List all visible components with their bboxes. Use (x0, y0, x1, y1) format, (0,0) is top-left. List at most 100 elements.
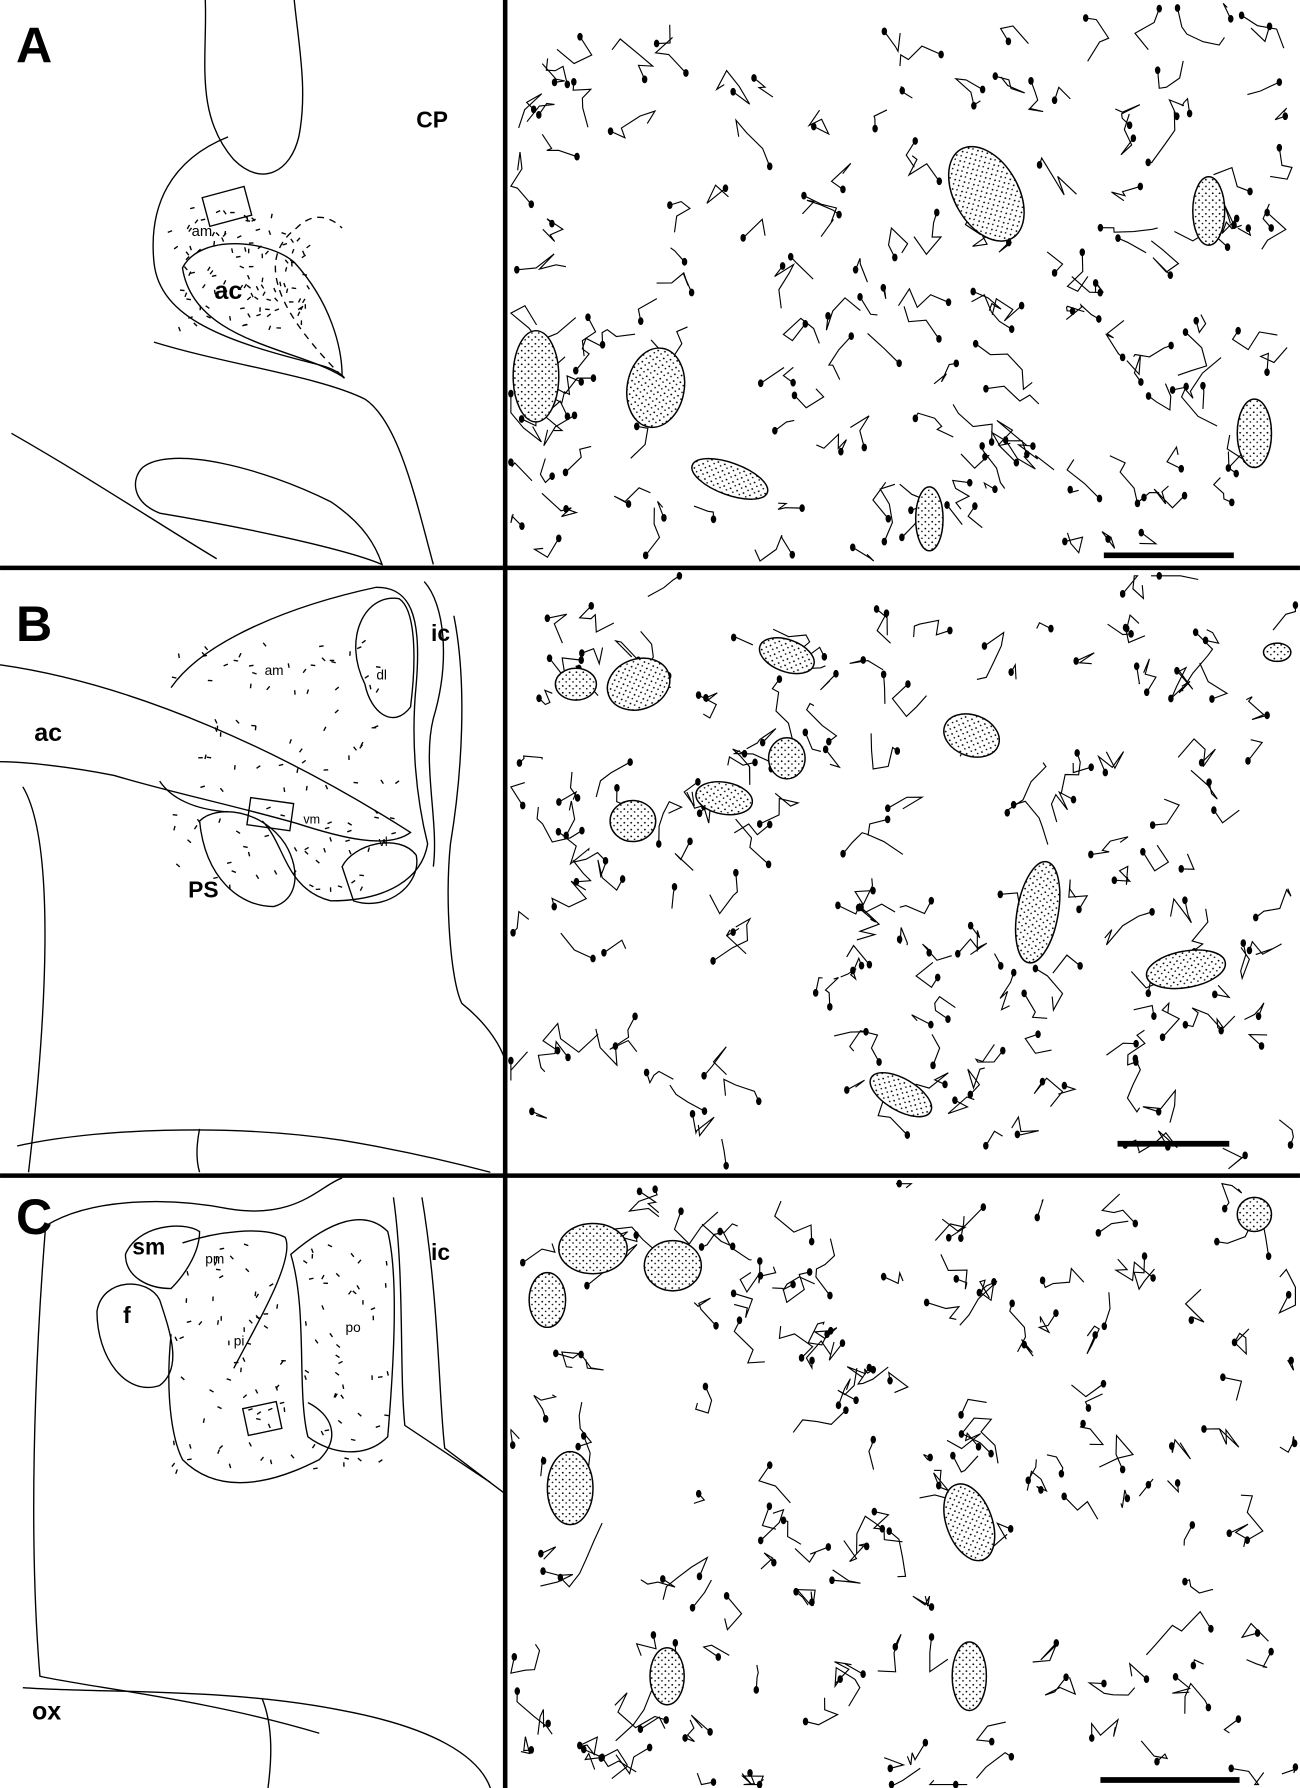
varicosity (710, 515, 717, 524)
varicosity (671, 882, 678, 891)
cell-dot (215, 1268, 221, 1271)
fiber (537, 1709, 549, 1735)
cell-dot (283, 282, 287, 288)
fiber (825, 749, 841, 769)
varicosity (1051, 96, 1058, 105)
region-label: am (192, 224, 213, 240)
varicosity (556, 534, 562, 543)
fiber (1011, 1115, 1039, 1136)
varicosity (799, 504, 805, 512)
varicosity (848, 332, 855, 341)
cell-dot (223, 287, 228, 293)
varicosity (926, 948, 932, 957)
fiber (706, 184, 729, 204)
cell-dot (174, 1336, 178, 1342)
fiber (915, 1072, 949, 1089)
fiber (846, 944, 870, 965)
cell-dot (243, 1243, 249, 1247)
varicosity (809, 1598, 815, 1607)
fiber (946, 1431, 982, 1450)
fiber (883, 674, 886, 704)
fiber (1184, 1682, 1209, 1714)
varicosity (1133, 1039, 1139, 1048)
varicosity (578, 656, 584, 665)
varicosity (953, 1274, 960, 1283)
fiber (805, 1697, 839, 1726)
varicosity (652, 1185, 658, 1194)
fiber (852, 546, 875, 562)
fiber (1180, 386, 1218, 427)
varicosity (740, 233, 746, 242)
varicosity (946, 1233, 952, 1242)
varicosity (1186, 109, 1193, 118)
fiber (1190, 769, 1218, 800)
fiber (960, 1398, 987, 1416)
varicosity (967, 478, 973, 487)
cell-dot (301, 254, 306, 259)
fiber (565, 445, 592, 473)
cell-dot (254, 296, 259, 300)
cell-dot (313, 1467, 318, 1470)
varicosity (908, 506, 914, 515)
varicosity (551, 78, 558, 87)
varicosity (1268, 224, 1274, 232)
fiber (1231, 330, 1278, 351)
cell-dot (247, 851, 251, 857)
varicosity (1039, 1276, 1046, 1285)
varicosity (838, 447, 844, 456)
fiber (803, 195, 838, 238)
varicosity (1211, 806, 1217, 814)
fiber (1222, 1147, 1246, 1170)
cell-dot (248, 1442, 252, 1447)
cell-dot (167, 230, 173, 233)
varicosity (958, 1234, 964, 1243)
cell-dot (262, 291, 266, 296)
outline-c (22, 1177, 506, 1788)
fiber (782, 366, 794, 384)
fiber (518, 93, 543, 129)
fiber (934, 1223, 967, 1241)
varicosity (1238, 11, 1245, 20)
cell-dot (375, 666, 381, 669)
fiber (754, 535, 793, 562)
cell-dot (266, 313, 272, 318)
varicosity (577, 32, 583, 41)
fiber (540, 1546, 557, 1560)
varicosity (980, 1203, 987, 1212)
varicosity (1077, 961, 1083, 970)
varicosity (689, 1109, 696, 1118)
fiber (837, 1368, 858, 1401)
fiber (1060, 752, 1081, 794)
cell-dot (245, 1268, 250, 1273)
fiber (1111, 185, 1141, 202)
varicosity (1035, 1030, 1041, 1039)
varicosity (930, 1061, 936, 1070)
varicosity (1190, 1661, 1197, 1670)
fiber (1247, 1034, 1268, 1047)
cell-dot (302, 668, 307, 674)
cell-dot (235, 719, 240, 724)
varicosity (687, 837, 693, 846)
cell-dot (255, 1293, 260, 1299)
varicosity (1212, 990, 1218, 999)
cell-dot (278, 763, 284, 767)
varicosity (801, 191, 807, 200)
cell-dot (228, 1463, 232, 1469)
varicosity (1174, 666, 1180, 675)
fiber (856, 1366, 889, 1385)
cell-dot (189, 206, 195, 210)
cell-dot (319, 645, 324, 648)
varicosity (601, 948, 607, 957)
fiber (1126, 613, 1140, 629)
fiber (646, 1070, 674, 1085)
cell-dot (242, 323, 247, 327)
cell-dot (270, 213, 273, 219)
cell-dot (214, 727, 218, 733)
cell-dot (200, 218, 206, 221)
fiber (1103, 1292, 1111, 1327)
fiber (771, 678, 794, 742)
fiber (849, 659, 884, 671)
cell-dot (340, 1394, 345, 1399)
cell-dot (256, 1411, 262, 1415)
varicosity (1096, 315, 1102, 323)
